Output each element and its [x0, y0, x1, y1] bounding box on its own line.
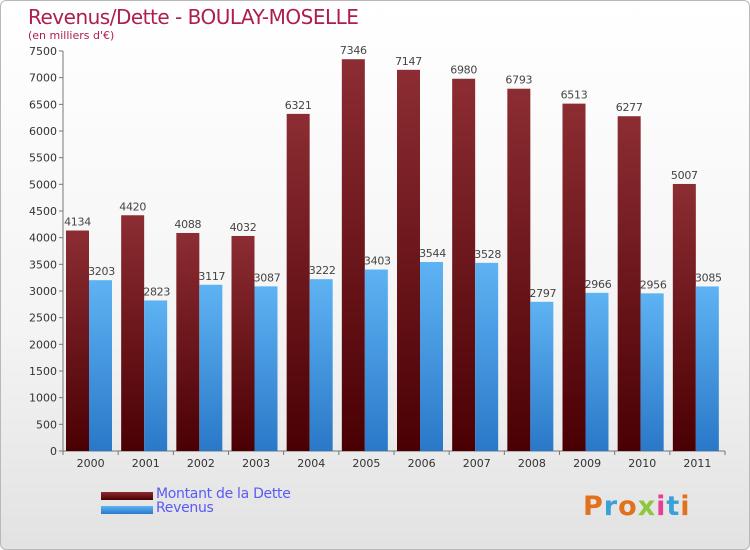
data-label-revenus: 3403 — [364, 255, 391, 268]
data-label-revenus: 2823 — [143, 285, 170, 298]
legend-label-dette: Montant de la Dette — [156, 486, 291, 502]
bar-revenus — [254, 286, 278, 451]
x-tick-label: 2005 — [352, 457, 380, 470]
x-tick-label: 2002 — [187, 457, 215, 470]
bar-dette — [341, 59, 365, 452]
y-tick-label: 7000 — [29, 72, 57, 85]
x-tick-label: 2007 — [463, 457, 491, 470]
bar-dette — [231, 235, 255, 451]
x-tick-label: 2011 — [683, 457, 711, 470]
bar-dette — [397, 69, 420, 452]
logo-letter: r — [603, 491, 619, 522]
data-label-dette: 6277 — [616, 101, 643, 114]
x-tick-label: 2000 — [77, 457, 105, 470]
y-tick-label: 2500 — [29, 312, 57, 325]
data-label-dette: 5007 — [671, 169, 698, 182]
bar-revenus — [585, 292, 609, 451]
bar-revenus — [199, 284, 223, 451]
bar-revenus — [144, 300, 168, 451]
data-label-revenus: 3222 — [309, 264, 336, 277]
y-tick-label: 500 — [36, 418, 57, 431]
x-tick-label: 2004 — [297, 457, 325, 470]
data-label-dette: 4032 — [230, 221, 257, 234]
bar-revenus — [309, 279, 333, 451]
x-tick-label: 2006 — [408, 457, 436, 470]
bar-revenus — [530, 301, 554, 451]
logo-letter: o — [618, 491, 638, 522]
y-tick-label: 6000 — [29, 125, 57, 138]
x-tick-label: 2001 — [132, 457, 160, 470]
x-tick-label: 2009 — [573, 457, 601, 470]
y-tick-label: 3500 — [29, 258, 57, 271]
y-tick-label: 5000 — [29, 178, 57, 191]
data-label-dette: 4088 — [174, 218, 201, 231]
logo-letter: x — [637, 491, 657, 522]
data-label-revenus: 3085 — [695, 271, 722, 284]
bar-revenus — [364, 269, 388, 451]
bar-dette — [617, 116, 641, 451]
data-label-revenus: 3203 — [88, 265, 115, 278]
y-tick-label: 3000 — [29, 285, 57, 298]
bar-revenus — [640, 293, 664, 451]
data-label-dette: 6321 — [285, 99, 312, 112]
bar-revenus — [89, 280, 112, 451]
bar-dette — [452, 78, 476, 451]
data-label-revenus: 2966 — [585, 278, 612, 291]
bar-revenus — [695, 286, 719, 451]
bar-dette — [176, 232, 200, 451]
data-label-dette: 6980 — [450, 64, 477, 77]
bar-dette — [507, 88, 531, 451]
data-label-revenus: 3528 — [474, 248, 501, 261]
logo-letter: t — [666, 491, 681, 522]
y-tick-label: 2000 — [29, 338, 57, 351]
bar-dette — [672, 183, 696, 451]
y-tick-label: 4000 — [29, 232, 57, 245]
data-label-dette: 6793 — [505, 74, 532, 87]
x-tick-label: 2010 — [628, 457, 656, 470]
chart-subtitle: (en milliers d'€) — [28, 29, 115, 42]
bar-dette — [66, 230, 89, 451]
data-label-dette: 4134 — [64, 216, 91, 229]
bar-revenus — [420, 261, 443, 451]
y-tick-label: 4500 — [29, 205, 57, 218]
bar-revenus — [475, 262, 499, 451]
bar-dette — [286, 113, 310, 451]
logo-letter: i — [656, 491, 667, 522]
data-label-revenus: 2956 — [640, 278, 667, 291]
legend-label-revenus: Revenus — [156, 500, 214, 516]
proxiti-logo: Proxiti — [583, 491, 691, 522]
data-label-dette: 6513 — [561, 89, 588, 102]
data-label-dette: 7346 — [340, 44, 367, 57]
y-tick-label: 6500 — [29, 98, 57, 111]
chart-title: Revenus/Dette - BOULAY-MOSELLE — [28, 5, 359, 29]
legend-swatch-revenus — [101, 506, 153, 514]
y-tick-label: 7500 — [29, 45, 57, 58]
data-label-dette: 4420 — [119, 200, 146, 213]
data-label-revenus: 2797 — [529, 287, 556, 300]
bar-dette — [121, 215, 145, 451]
x-tick-label: 2008 — [518, 457, 546, 470]
logo-letter: i — [680, 491, 691, 522]
data-label-dette: 7147 — [395, 55, 422, 68]
data-label-revenus: 3117 — [198, 270, 225, 283]
data-label-revenus: 3544 — [419, 247, 446, 260]
legend-swatch-dette — [101, 492, 153, 500]
x-tick-label: 2003 — [242, 457, 270, 470]
data-label-revenus: 3087 — [254, 271, 281, 284]
logo-letter: P — [583, 491, 604, 522]
y-tick-label: 1000 — [29, 392, 57, 405]
y-tick-label: 0 — [50, 445, 57, 458]
y-tick-label: 5500 — [29, 152, 57, 165]
bar-dette — [562, 103, 586, 451]
y-tick-label: 1500 — [29, 365, 57, 378]
